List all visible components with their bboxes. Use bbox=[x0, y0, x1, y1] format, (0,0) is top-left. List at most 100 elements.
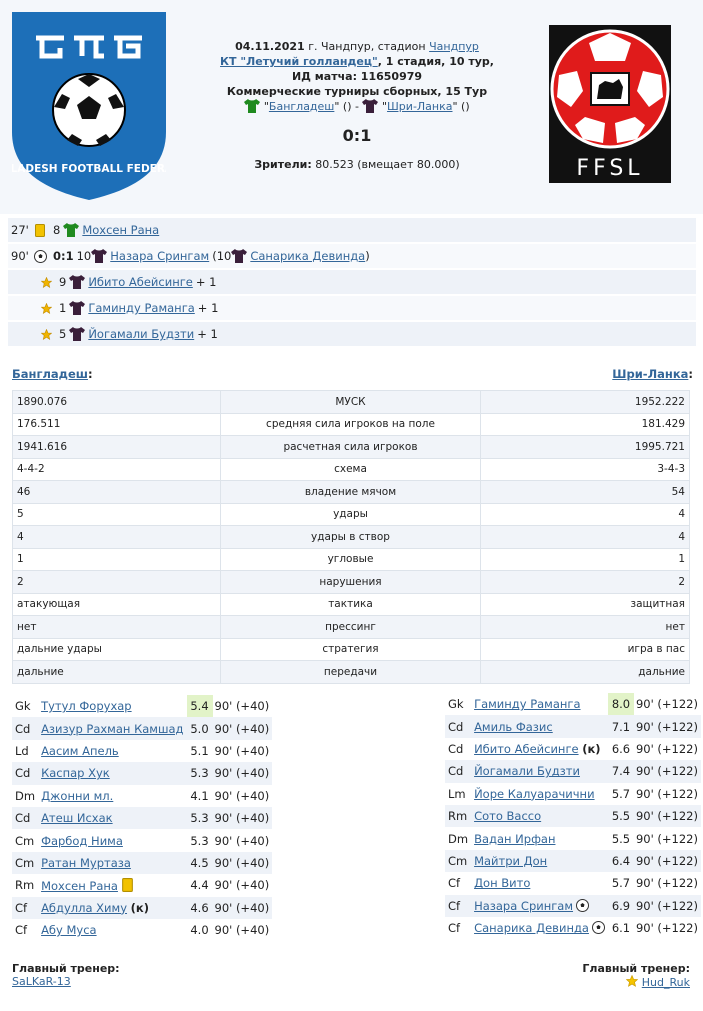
away-shirt-icon bbox=[69, 275, 86, 289]
goal-ball-icon bbox=[30, 249, 50, 263]
player-name: Вадан Ирфан bbox=[471, 827, 608, 849]
stat-home-value: 5 bbox=[12, 502, 221, 526]
player-position: Cf bbox=[448, 876, 461, 891]
player-link[interactable]: Атеш Исхак bbox=[41, 811, 113, 826]
player-minutes: 90' (+40) bbox=[212, 851, 273, 875]
player-link[interactable]: Тутул Форухар bbox=[41, 699, 132, 714]
stat-away-value: защитная bbox=[480, 592, 690, 616]
player-position: Cd bbox=[12, 762, 39, 785]
home-shirt-icon bbox=[244, 99, 261, 113]
player-rating: 5.5 bbox=[611, 831, 631, 846]
away-lineup-table: Gk Гаминду Раманга 8.0 90' (+122) Cd Амиль Фа… bbox=[445, 693, 701, 939]
away-coach-link[interactable]: Hud_Ruk bbox=[641, 976, 690, 989]
player-minutes: 90' (+40) bbox=[214, 743, 270, 758]
lineup-row: Cf Назара Срингам 6.9 90' (+122) bbox=[445, 894, 701, 917]
away-shirt-icon bbox=[231, 249, 248, 263]
player-link[interactable]: Йогамали Будзти bbox=[474, 764, 580, 779]
event-player-link[interactable]: Йогамали Будзти bbox=[88, 327, 195, 341]
player-name: Абдулла Химу (к) bbox=[38, 896, 187, 919]
event-player-number: 10 bbox=[76, 249, 92, 263]
player-position: Gk bbox=[448, 697, 464, 712]
player-minutes: 90' (+40) bbox=[214, 923, 270, 938]
stats-row: 4-4-2 схема 3-4-3 bbox=[12, 457, 690, 481]
player-link[interactable]: Йоре Калуарачични bbox=[474, 786, 595, 801]
stat-away-value: 1995.721 bbox=[480, 435, 690, 459]
player-rating: 6.9 bbox=[607, 894, 634, 917]
assist-player-link[interactable]: Санарика Девинда bbox=[250, 249, 366, 263]
player-rating: 5.7 bbox=[611, 876, 631, 891]
player-position: Cm bbox=[15, 833, 35, 848]
player-link[interactable]: Ибито Абейсинге bbox=[474, 741, 579, 756]
lineup-row: Cf Абдулла Химу (к) 4.6 90' (+40) bbox=[12, 896, 273, 919]
stat-label: нарушения bbox=[219, 570, 482, 594]
player-position: Cm bbox=[445, 849, 472, 873]
player-position: Cd bbox=[12, 806, 39, 830]
lineup-row: Cd Амиль Фазис 7.1 90' (+122) bbox=[445, 715, 701, 738]
player-link[interactable]: Абдулла Химу bbox=[41, 900, 128, 915]
stats-row: 46 владение мячом 54 bbox=[12, 480, 690, 504]
stadium-link[interactable]: Чандпур bbox=[429, 40, 479, 53]
player-link[interactable]: Дон Вито bbox=[474, 876, 531, 891]
stat-home-value: 176.511 bbox=[12, 412, 221, 436]
lineup-row: Rm Сото Вассо 5.5 90' (+122) bbox=[445, 804, 701, 828]
ffsl-logo: FFSL bbox=[549, 25, 671, 183]
event-score: 0:1 bbox=[53, 249, 74, 263]
lineup-row: Cm Ратан Муртаза 4.5 90' (+40) bbox=[12, 851, 273, 875]
tournament-club-link[interactable]: КТ "Летучий голландец" bbox=[220, 55, 378, 68]
player-rating: 5.5 bbox=[607, 804, 634, 828]
player-link[interactable]: Майтри Дон bbox=[474, 853, 548, 868]
yellow-card-icon bbox=[122, 877, 133, 892]
player-position: Rm bbox=[445, 804, 472, 828]
player-rating: 5.1 bbox=[190, 743, 209, 758]
stat-home-value: 2 bbox=[12, 570, 221, 594]
stats-row: дальние удары стратегия игра в пас bbox=[12, 637, 690, 661]
player-link[interactable]: Санарика Девинда bbox=[474, 921, 589, 936]
stat-away-value: 2 bbox=[480, 570, 690, 594]
lineup-row: Cf Дон Вито 5.7 90' (+122) bbox=[445, 872, 701, 894]
player-link[interactable]: Мохсен Рана bbox=[41, 878, 118, 893]
stats-away-team-link[interactable]: Шри-Ланка bbox=[612, 367, 689, 381]
player-position: Gk bbox=[15, 699, 31, 714]
lineup-row: Cd Ибито Абейсинге (к) 6.6 90' (+122) bbox=[445, 738, 701, 760]
assist-star-icon bbox=[36, 276, 56, 288]
stat-away-value: 1 bbox=[480, 547, 690, 571]
away-team-link[interactable]: Шри-Ланка bbox=[387, 100, 453, 113]
player-link[interactable]: Назара Срингам bbox=[474, 898, 574, 913]
player-link[interactable]: Каспар Хук bbox=[41, 766, 110, 781]
player-minutes: 90' (+122) bbox=[633, 894, 701, 917]
event-player-link[interactable]: Мохсен Рана bbox=[82, 223, 160, 237]
player-name: Тутул Форухар bbox=[38, 695, 186, 717]
player-link[interactable]: Джонни мл. bbox=[41, 788, 114, 803]
player-link[interactable]: Амиль Фазис bbox=[474, 719, 553, 734]
player-link[interactable]: Ратан Муртаза bbox=[41, 855, 131, 870]
stat-away-value: нет bbox=[480, 615, 690, 639]
event-plus: + 1 bbox=[197, 301, 219, 315]
player-link[interactable]: Абу Муса bbox=[41, 923, 97, 938]
event-player-link[interactable]: Ибито Абейсинге bbox=[88, 275, 193, 289]
stat-home-value: 1 bbox=[12, 547, 221, 571]
event-player-link[interactable]: Назара Срингам bbox=[110, 249, 210, 263]
player-link[interactable]: Аасим Апель bbox=[41, 743, 119, 758]
stat-home-value: 1890.076 bbox=[12, 390, 221, 414]
stat-away-value: 181.429 bbox=[480, 412, 690, 436]
player-link[interactable]: Гаминду Раманга bbox=[474, 697, 581, 712]
player-minutes: 90' (+40) bbox=[214, 788, 270, 803]
lineup-row: Ld Аасим Апель 5.1 90' (+40) bbox=[12, 740, 272, 762]
player-rating: 5.7 bbox=[611, 786, 631, 801]
player-position: Lm bbox=[448, 786, 466, 801]
match-header: BANGLADESH FOOTBALL FEDERATION 04.11.202… bbox=[0, 0, 703, 214]
assist-close: ) bbox=[365, 249, 370, 263]
home-coach-link[interactable]: SaLKaR-13 bbox=[12, 975, 71, 988]
home-team-link[interactable]: Бангладеш bbox=[268, 100, 335, 113]
player-link[interactable]: Сото Вассо bbox=[474, 809, 542, 824]
yellow-card-icon bbox=[30, 223, 50, 237]
player-link[interactable]: Азизур Рахман Камшад bbox=[41, 721, 184, 736]
goal-ball-icon bbox=[576, 898, 590, 912]
player-link[interactable]: Фарбод Нима bbox=[41, 833, 123, 848]
player-minutes: 90' (+122) bbox=[633, 849, 701, 873]
away-coach-label: Главный тренер: bbox=[582, 962, 690, 975]
stats-home-team-link[interactable]: Бангладеш bbox=[12, 367, 88, 381]
stat-label: схема bbox=[219, 457, 482, 481]
player-link[interactable]: Вадан Ирфан bbox=[474, 831, 556, 846]
event-player-link[interactable]: Гаминду Раманга bbox=[88, 301, 195, 315]
